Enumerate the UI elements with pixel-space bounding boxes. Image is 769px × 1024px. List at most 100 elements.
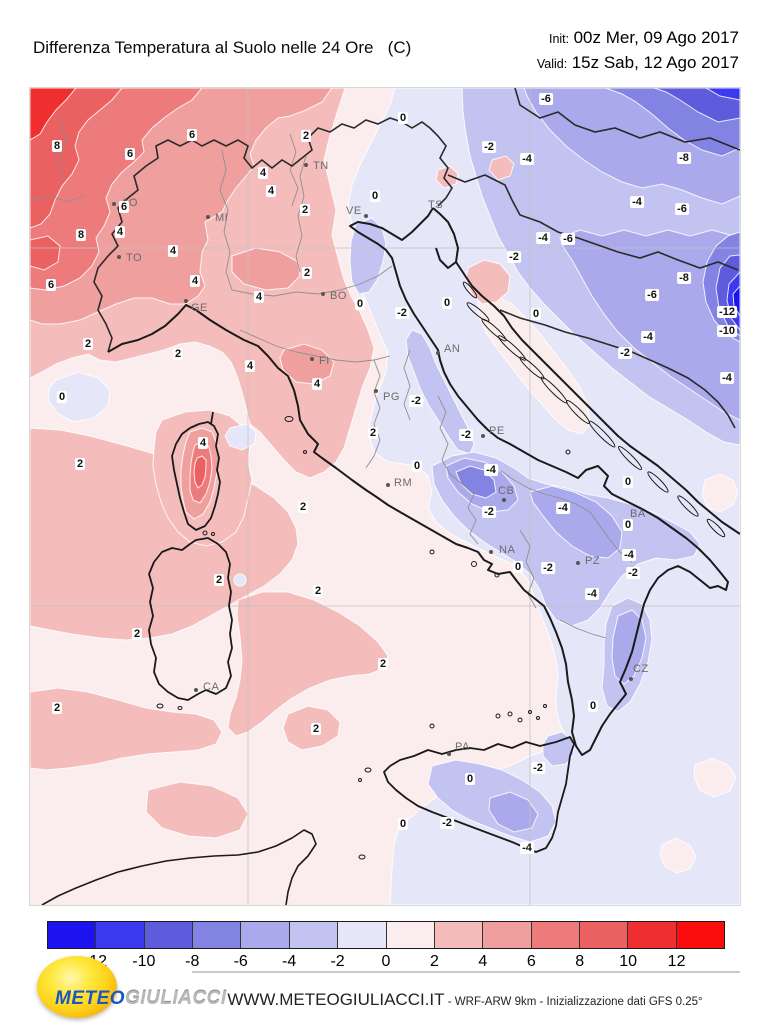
city-label: BA [630,508,646,520]
contour-label: 4 [265,185,277,197]
colorbar-tick: -4 [282,953,297,970]
city-label: CB [498,485,515,497]
city-label: FI [319,355,330,367]
city-dot [194,688,198,692]
contour-label: 6 [186,129,198,141]
city-label: CZ [633,663,649,675]
contour-label: 6 [118,201,130,213]
city-dot [502,498,506,502]
contour-label: 4 [114,226,126,238]
contour-label: -8 [677,152,691,164]
footer-divider [192,971,740,973]
colorbar-segment [48,922,97,948]
contour-label: -2 [440,817,454,829]
city-label: PE [489,425,505,437]
contour-label: -2 [618,347,632,359]
contour-label: 2 [301,267,313,279]
contour-label: -4 [484,464,498,476]
city-label: GE [191,302,208,314]
city-label: TN [313,160,329,172]
contour-label: 8 [75,229,87,241]
city-dot [206,215,210,219]
city-dot [436,351,440,355]
city-dot [447,752,451,756]
contour-label: -4 [536,232,550,244]
contour-label: 2 [310,723,322,735]
contour-label: 2 [377,658,389,670]
city-label: CA [203,681,220,693]
contour-label: 0 [622,476,634,488]
colorbar-segment [193,922,242,948]
city-dot [117,255,121,259]
city-dot [386,483,390,487]
contour-label: -2 [482,141,496,153]
colorbar-segment [289,922,339,948]
islands [148,411,575,853]
contour-label: -4 [622,549,636,561]
region-borders [30,119,633,639]
contour-label: -2 [507,251,521,263]
coastline-corsica [171,421,221,531]
init-value: 00z Mer, 09 Ago 2017 [573,28,739,47]
colorbar [47,921,725,949]
colorbar-segment [386,922,435,948]
contour-label: 2 [82,338,94,350]
contour-label: 0 [512,561,524,573]
colorbar-segment [676,922,725,948]
city-dot [489,550,493,554]
city-dot [481,434,485,438]
city-label: PG [383,391,400,403]
contour-label: 0 [354,298,366,310]
city-dot [184,299,188,303]
contour-label: 6 [124,148,136,160]
coastline-italy [107,207,729,756]
page-title: Differenza Temperatura al Suolo nelle 24… [33,38,412,57]
colorbar-tick: -6 [233,953,248,970]
init-row: Init: 00z Mer, 09 Ago 2017 [537,26,739,51]
contour-label: 0 [397,112,409,124]
contour-label: 0 [397,818,409,830]
meteogiuliacci-logo-text: METEOGIULIACCI [55,988,227,1010]
contour-label: 4 [311,378,323,390]
contour-label: 8 [51,140,63,152]
colorbar-tick: 0 [381,953,391,970]
colorbar-tick: -8 [185,953,200,970]
contour-label: 0 [369,190,381,202]
city-label: MI [215,212,229,224]
national-borders [93,88,740,429]
colorbar-tick: -2 [330,953,345,970]
small-islands [156,281,726,860]
contour-label: 0 [441,297,453,309]
contour-label: 2 [74,458,86,470]
contour-label: 2 [213,574,225,586]
contour-label: -4 [556,502,570,514]
colorbar-tick: 10 [619,953,638,970]
contour-label: -2 [531,762,545,774]
contour-label: 2 [299,204,311,216]
contour-label: 2 [51,702,63,714]
city-label: NA [499,544,516,556]
contour-label: -4 [520,842,534,854]
fill-regions [30,88,740,905]
contour-label: -4 [520,153,534,165]
logo-giuliacci: GIULIACCI [125,988,227,1009]
contour-label: 2 [297,501,309,513]
contour-label: 4 [257,167,269,179]
contour-label: 4 [253,291,265,303]
city-label: AN [444,343,461,355]
city-dot [321,292,325,296]
contour-label: -4 [720,372,734,384]
contour-label: -4 [630,196,644,208]
coastline-istria [432,207,459,269]
map-frame: AO TO MI TN VE GE BO FI TS AN PG PE RM CB NA BA PZ CZ CA PA… [29,87,741,906]
contour-label: 0 [530,308,542,320]
contour-label: 2 [172,348,184,360]
valid-label: Valid: [536,57,568,71]
colorbar-tick: 12 [667,953,686,970]
city-label: RM [394,477,413,489]
colorbar-segment [483,922,532,948]
contour-label: 0 [411,460,423,472]
init-label: Init: [548,32,570,46]
